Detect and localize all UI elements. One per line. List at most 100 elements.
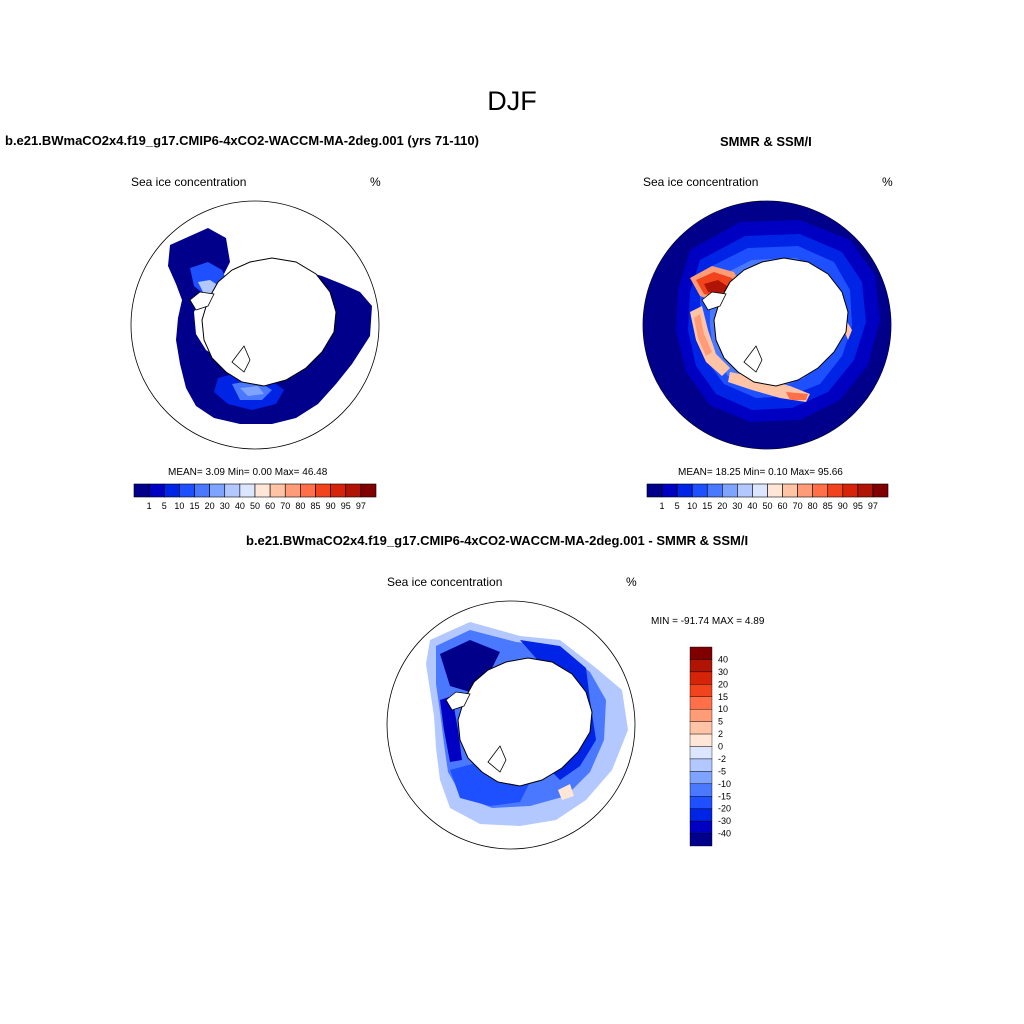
- colorbar-tick-label: 10: [687, 501, 697, 511]
- stat-mean-label: MEAN=: [168, 467, 203, 478]
- map-model-ice-field: [168, 228, 372, 424]
- colorbar-swatch: [689, 833, 713, 847]
- colorbar-swatch: [224, 483, 241, 498]
- colorbar-swatch: [163, 483, 180, 498]
- colorbar-tick-label: 60: [778, 501, 788, 511]
- colorbar-tick-label: 40: [235, 501, 245, 511]
- colorbar-tick-label: 30: [220, 501, 230, 511]
- colorbar-tick-label: 70: [793, 501, 803, 511]
- main-title: DJF: [487, 86, 537, 116]
- colorbar-swatch: [689, 733, 713, 747]
- colorbar-tick-label: 5: [718, 717, 723, 727]
- colorbar-swatch: [737, 483, 753, 498]
- panel-diff-title: b.e21.BWmaCO2x4.f19_g17.CMIP6-4xCO2-WACC…: [246, 533, 749, 548]
- colorbar-swatch: [689, 771, 713, 785]
- colorbar-swatch: [239, 483, 256, 498]
- colorbar-swatch: [857, 483, 874, 498]
- colorbar-swatch: [345, 483, 362, 498]
- colorbar-swatch: [179, 483, 195, 498]
- colorbar-swatch: [300, 483, 316, 498]
- colorbar-model: 1 5 10 15 20 30 40 50 60 70 80 85 90 95 97: [133, 483, 377, 511]
- colorbar-swatch: [689, 721, 713, 735]
- colorbar-tick-label: -15: [718, 791, 731, 801]
- colorbar-swatch: [691, 483, 708, 498]
- stat-min-label: Min=: [743, 467, 766, 478]
- colorbar-tick-label: 95: [853, 501, 863, 511]
- colorbar-tick-label: -5: [718, 766, 726, 776]
- colorbar-swatch: [269, 483, 286, 498]
- colorbar-swatch: [689, 684, 713, 697]
- colorbar-tick-label: 30: [732, 501, 742, 511]
- panel-diff-variable-label: Sea ice concentration: [387, 575, 503, 589]
- colorbar-tick-label: 30: [718, 667, 728, 677]
- panel-obs-stats: MEAN= 18.25 Min= 0.10 Max= 95.66: [678, 467, 843, 478]
- colorbar-tick-label: 1: [147, 501, 152, 511]
- colorbar-swatch: [797, 483, 813, 498]
- colorbar-tick-label: 15: [702, 501, 712, 511]
- colorbar-swatch: [689, 696, 713, 710]
- colorbar-swatch: [360, 483, 377, 498]
- colorbar-tick-label: 10: [718, 704, 728, 714]
- stat-max-value: 46.48: [302, 467, 328, 478]
- panel-diff-units-label: %: [626, 575, 637, 589]
- colorbar-tick-label: 20: [205, 501, 215, 511]
- stat-min-value: 0.10: [768, 467, 788, 478]
- colorbar-swatch: [872, 483, 889, 498]
- map-model: [130, 200, 380, 450]
- colorbar-swatch: [148, 483, 165, 498]
- colorbar-swatch: [812, 483, 829, 498]
- colorbar-tick-label: 0: [718, 742, 723, 752]
- stat-min-label: Min=: [227, 467, 250, 478]
- colorbar-swatch: [689, 758, 713, 772]
- colorbar-tick-label: 15: [189, 501, 199, 511]
- colorbar-swatch: [133, 483, 150, 498]
- colorbar-tick-label: -20: [718, 804, 731, 814]
- stat-max-value: 95.66: [817, 467, 843, 478]
- colorbar-swatch: [782, 483, 798, 498]
- panel-obs-title: SMMR & SSM/I: [720, 134, 812, 149]
- colorbar-swatch: [689, 808, 713, 822]
- colorbar-swatch: [284, 483, 301, 498]
- colorbar-tick-label: 85: [823, 501, 833, 511]
- colorbar-tick-label: 90: [838, 501, 848, 511]
- stat-min-value: 0.00: [252, 467, 272, 478]
- colorbar-swatch: [689, 659, 713, 673]
- colorbar-swatch: [767, 483, 783, 498]
- colorbar-tick-label: 95: [341, 501, 351, 511]
- colorbar-obs: 1 5 10 15 20 30 40 50 60 70 80 85 90 95 97: [646, 483, 889, 511]
- colorbar-tick-label: -2: [718, 754, 726, 764]
- stat-mean-value: 3.09: [205, 467, 225, 478]
- colorbar-swatch: [330, 483, 347, 498]
- colorbar-swatch: [209, 483, 226, 498]
- colorbar-tick-label: 70: [280, 501, 290, 511]
- colorbar-tick-label: 60: [265, 501, 275, 511]
- colorbar-tick-label: 90: [326, 501, 336, 511]
- colorbar-tick-label: 10: [174, 501, 184, 511]
- colorbar-swatch: [676, 483, 693, 498]
- colorbar-swatch: [689, 746, 713, 760]
- map-obs: [642, 200, 892, 450]
- colorbar-swatch: [646, 483, 663, 498]
- colorbar-tick-label: 50: [250, 501, 260, 511]
- colorbar-swatch: [722, 483, 738, 498]
- colorbar-tick-label: -10: [718, 779, 731, 789]
- colorbar-tick-label: 80: [295, 501, 305, 511]
- colorbar-tick-label: 40: [718, 654, 728, 664]
- colorbar-swatch: [842, 483, 859, 498]
- colorbar-swatch: [827, 483, 844, 498]
- colorbar-swatch: [752, 483, 768, 498]
- colorbar-tick-label: 5: [675, 501, 680, 511]
- panel-model-variable-label: Sea ice concentration: [131, 175, 247, 189]
- colorbar-swatch: [315, 483, 331, 498]
- colorbar-tick-label: 5: [162, 501, 167, 511]
- panel-diff-minmax: MIN = -91.74 MAX = 4.89: [651, 616, 765, 627]
- colorbar-swatch: [689, 708, 713, 722]
- colorbar-tick-label: 20: [718, 679, 728, 689]
- colorbar-swatch: [689, 783, 713, 797]
- stat-mean-value: 18.25: [715, 467, 741, 478]
- colorbar-swatch: [194, 483, 210, 498]
- colorbar-swatch: [689, 671, 713, 685]
- colorbar-tick-label: -40: [718, 829, 731, 839]
- colorbar-tick-label: 2: [718, 729, 723, 739]
